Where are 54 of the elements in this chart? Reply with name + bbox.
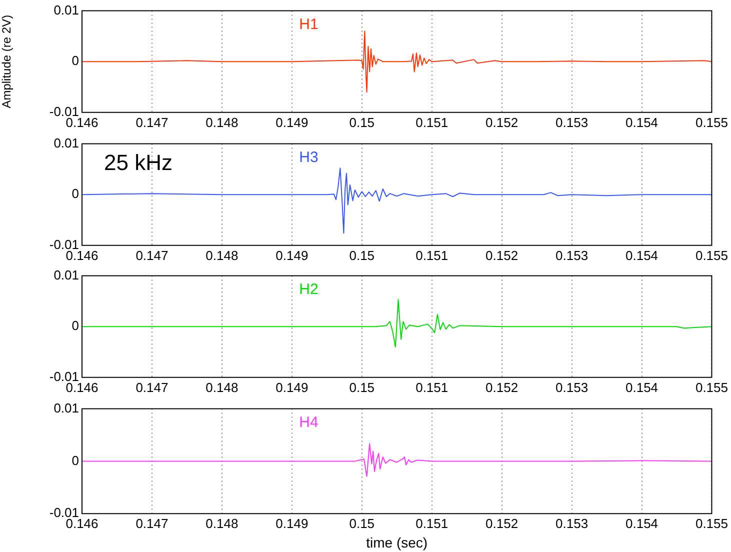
x-tick-label: 0.152 (486, 248, 518, 263)
x-tick-label: 0.147 (136, 516, 168, 531)
y-tick-label: 0.01 (54, 135, 79, 150)
x-tick-label: 0.154 (625, 380, 658, 395)
series-label: H1 (299, 16, 318, 33)
y-tick-label: 0.01 (54, 400, 79, 416)
x-tick-label: 0.149 (276, 516, 308, 531)
x-tick-label: 0.147 (136, 248, 168, 263)
x-tick-label: 0.153 (556, 380, 588, 395)
x-tick-label: 0.155 (695, 380, 728, 395)
y-tick-label: -0.01 (49, 236, 79, 252)
x-tick-label: 0.15 (349, 516, 375, 531)
x-tick-label: 0.151 (416, 380, 448, 395)
y-tick-label: 0.01 (54, 2, 79, 18)
x-tick-label: 0.15 (349, 114, 375, 130)
x-tick-label: 0.149 (276, 248, 308, 263)
x-tick-label: 0.15 (349, 380, 375, 395)
y-tick-label: 0 (72, 186, 79, 202)
x-tick-label: 0.148 (206, 114, 238, 130)
x-tick-label: 0.153 (556, 248, 588, 263)
x-tick-label: 0.148 (206, 516, 238, 531)
x-tick-label: 0.148 (206, 380, 238, 395)
x-tick-label: 0.154 (625, 114, 658, 130)
x-tick-label: 0.154 (625, 516, 658, 531)
x-tick-label: 0.151 (416, 248, 448, 263)
y-tick-label: 0 (72, 452, 79, 468)
x-tick-label: 0.148 (206, 248, 238, 263)
x-tick-label: 0.155 (695, 248, 728, 263)
y-tick-label: 0 (72, 53, 79, 68)
series-label: H3 (299, 148, 318, 166)
x-tick-label: 0.147 (136, 114, 168, 130)
y-tick-label: 0.01 (54, 267, 79, 282)
x-axis-title: time (sec) (366, 534, 428, 550)
x-tick-label: 0.15 (349, 248, 375, 263)
x-tick-label: 0.149 (276, 114, 308, 130)
x-tick-label: 0.151 (416, 114, 448, 130)
x-tick-label: 0.155 (695, 516, 728, 531)
x-tick-label: 0.149 (276, 380, 308, 395)
x-tick-label: 0.153 (556, 114, 588, 130)
x-tick-label: 0.151 (416, 516, 448, 531)
series-label: H2 (299, 280, 318, 298)
y-tick-label: -0.01 (49, 104, 79, 119)
x-tick-label: 0.147 (136, 380, 168, 395)
x-tick-label: 0.155 (695, 114, 728, 130)
annotation: 25 kHz (104, 150, 172, 175)
x-tick-label: 0.152 (486, 114, 518, 130)
text: H4 (299, 414, 318, 431)
x-tick-label: 0.153 (556, 516, 588, 531)
y-tick-label: 0 (72, 318, 79, 334)
x-tick-label: 0.154 (625, 248, 658, 263)
y-tick-label: -0.01 (49, 368, 79, 384)
y-axis-title: Amplitude (re 2V) (0, 14, 14, 108)
x-tick-label: 0.152 (486, 516, 518, 531)
x-tick-label: 0.152 (486, 380, 518, 395)
